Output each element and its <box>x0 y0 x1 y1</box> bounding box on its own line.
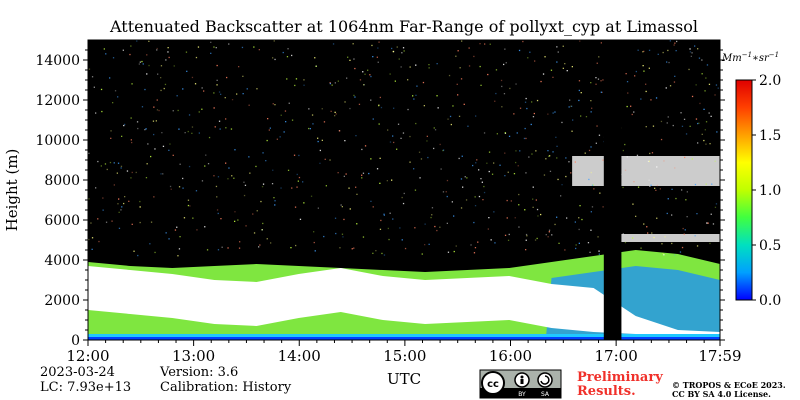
footer-lc: LC: 7.93e+13 <box>40 380 131 395</box>
x-tick-label: 15:00 <box>383 347 426 365</box>
svg-text:cc: cc <box>487 379 499 390</box>
preliminary-line2: Results. <box>577 384 636 399</box>
x-tick-label: 16:00 <box>489 347 532 365</box>
y-tick-label: 2000 <box>44 293 80 309</box>
footer-calibration: Calibration: History <box>160 380 292 395</box>
cc-by-sa-icon: cc BY SA <box>479 369 562 399</box>
x-tick-label: 13:00 <box>172 347 215 365</box>
data-gap <box>603 40 622 340</box>
svg-text:BY: BY <box>518 391 526 398</box>
x-tick-label: 17:00 <box>595 347 638 365</box>
y-tick-label: 10000 <box>35 133 80 149</box>
y-axis: 0 2000 4000 6000 8000 10000 12000 14000 <box>35 49 725 349</box>
svg-text:SA: SA <box>541 391 550 398</box>
y-tick-label: 4000 <box>44 253 80 269</box>
colorbar-tick-label: 1.0 <box>759 183 781 199</box>
footer-date: 2023-03-24 <box>40 365 115 380</box>
colorbar-tick-label: 2.0 <box>759 73 781 89</box>
colorbar-tick-label: 1.5 <box>759 128 781 144</box>
preliminary-line1: Preliminary <box>577 370 663 385</box>
x-axis-label: UTC <box>387 370 421 388</box>
y-tick-label: 14000 <box>35 53 80 69</box>
upper-cloud-0 <box>572 156 720 186</box>
x-tick-label: 12:00 <box>66 347 109 365</box>
surface-layer-base <box>88 337 720 340</box>
y-tick-label: 12000 <box>35 93 80 109</box>
cloud-layer <box>88 266 720 334</box>
noise-speckle <box>88 40 719 257</box>
plot-layers <box>88 40 720 340</box>
colorbar-ticks: 0.0 0.5 1.0 1.5 2.0 <box>752 73 781 309</box>
y-tick-label: 6000 <box>44 213 80 229</box>
copyright-line2: CC BY SA 4.0 License. <box>672 389 771 399</box>
y-tick-label: 8000 <box>44 173 80 189</box>
y-tick-label: 0 <box>71 333 80 349</box>
chart-title: Attenuated Backscatter at 1064nm Far-Ran… <box>109 17 698 36</box>
copyright-line1: © TROPOS & ECoE 2023. <box>672 380 786 390</box>
footer-version: Version: 3.6 <box>159 365 238 380</box>
upper-cloud-1 <box>616 234 720 242</box>
x-tick-label: 14:00 <box>278 347 321 365</box>
x-axis: 12:00 13:00 14:00 15:00 16:00 17:00 17:59 <box>66 340 742 365</box>
x-tick-label: 17:59 <box>698 347 741 365</box>
colorbar-tick-label: 0.5 <box>759 238 781 254</box>
colorbar-tick-label: 0.0 <box>759 293 781 309</box>
y-axis-label: Height (m) <box>3 149 21 232</box>
colorbar <box>735 79 753 301</box>
colorbar-unit: Mm−1∗sr−1 <box>721 51 779 64</box>
